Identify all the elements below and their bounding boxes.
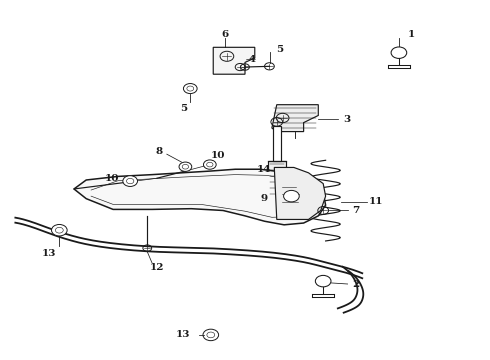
- Polygon shape: [74, 169, 326, 225]
- Circle shape: [179, 162, 192, 171]
- Circle shape: [316, 275, 331, 287]
- Text: 3: 3: [343, 114, 350, 123]
- Text: 13: 13: [41, 249, 56, 258]
- Text: 7: 7: [352, 206, 359, 215]
- Polygon shape: [213, 47, 255, 74]
- Circle shape: [203, 329, 219, 341]
- Text: 1: 1: [408, 30, 415, 39]
- Polygon shape: [272, 105, 319, 132]
- Bar: [268, 161, 286, 198]
- Text: 14: 14: [256, 165, 271, 174]
- Text: 2: 2: [352, 280, 359, 289]
- Text: 10: 10: [211, 152, 225, 161]
- Circle shape: [183, 84, 197, 94]
- Bar: [273, 126, 281, 161]
- Circle shape: [391, 47, 407, 58]
- Circle shape: [123, 176, 138, 186]
- Circle shape: [284, 190, 299, 202]
- Text: 6: 6: [222, 30, 229, 39]
- Text: 11: 11: [368, 197, 383, 206]
- Text: 12: 12: [150, 264, 164, 273]
- Text: 5: 5: [276, 45, 283, 54]
- Polygon shape: [274, 167, 326, 220]
- Text: 10: 10: [105, 174, 120, 183]
- Circle shape: [51, 225, 67, 236]
- Text: 4: 4: [248, 55, 255, 64]
- Text: 9: 9: [260, 194, 267, 203]
- Text: 13: 13: [175, 330, 190, 339]
- Text: 5: 5: [180, 104, 188, 113]
- Circle shape: [203, 160, 216, 169]
- Text: 8: 8: [156, 147, 163, 156]
